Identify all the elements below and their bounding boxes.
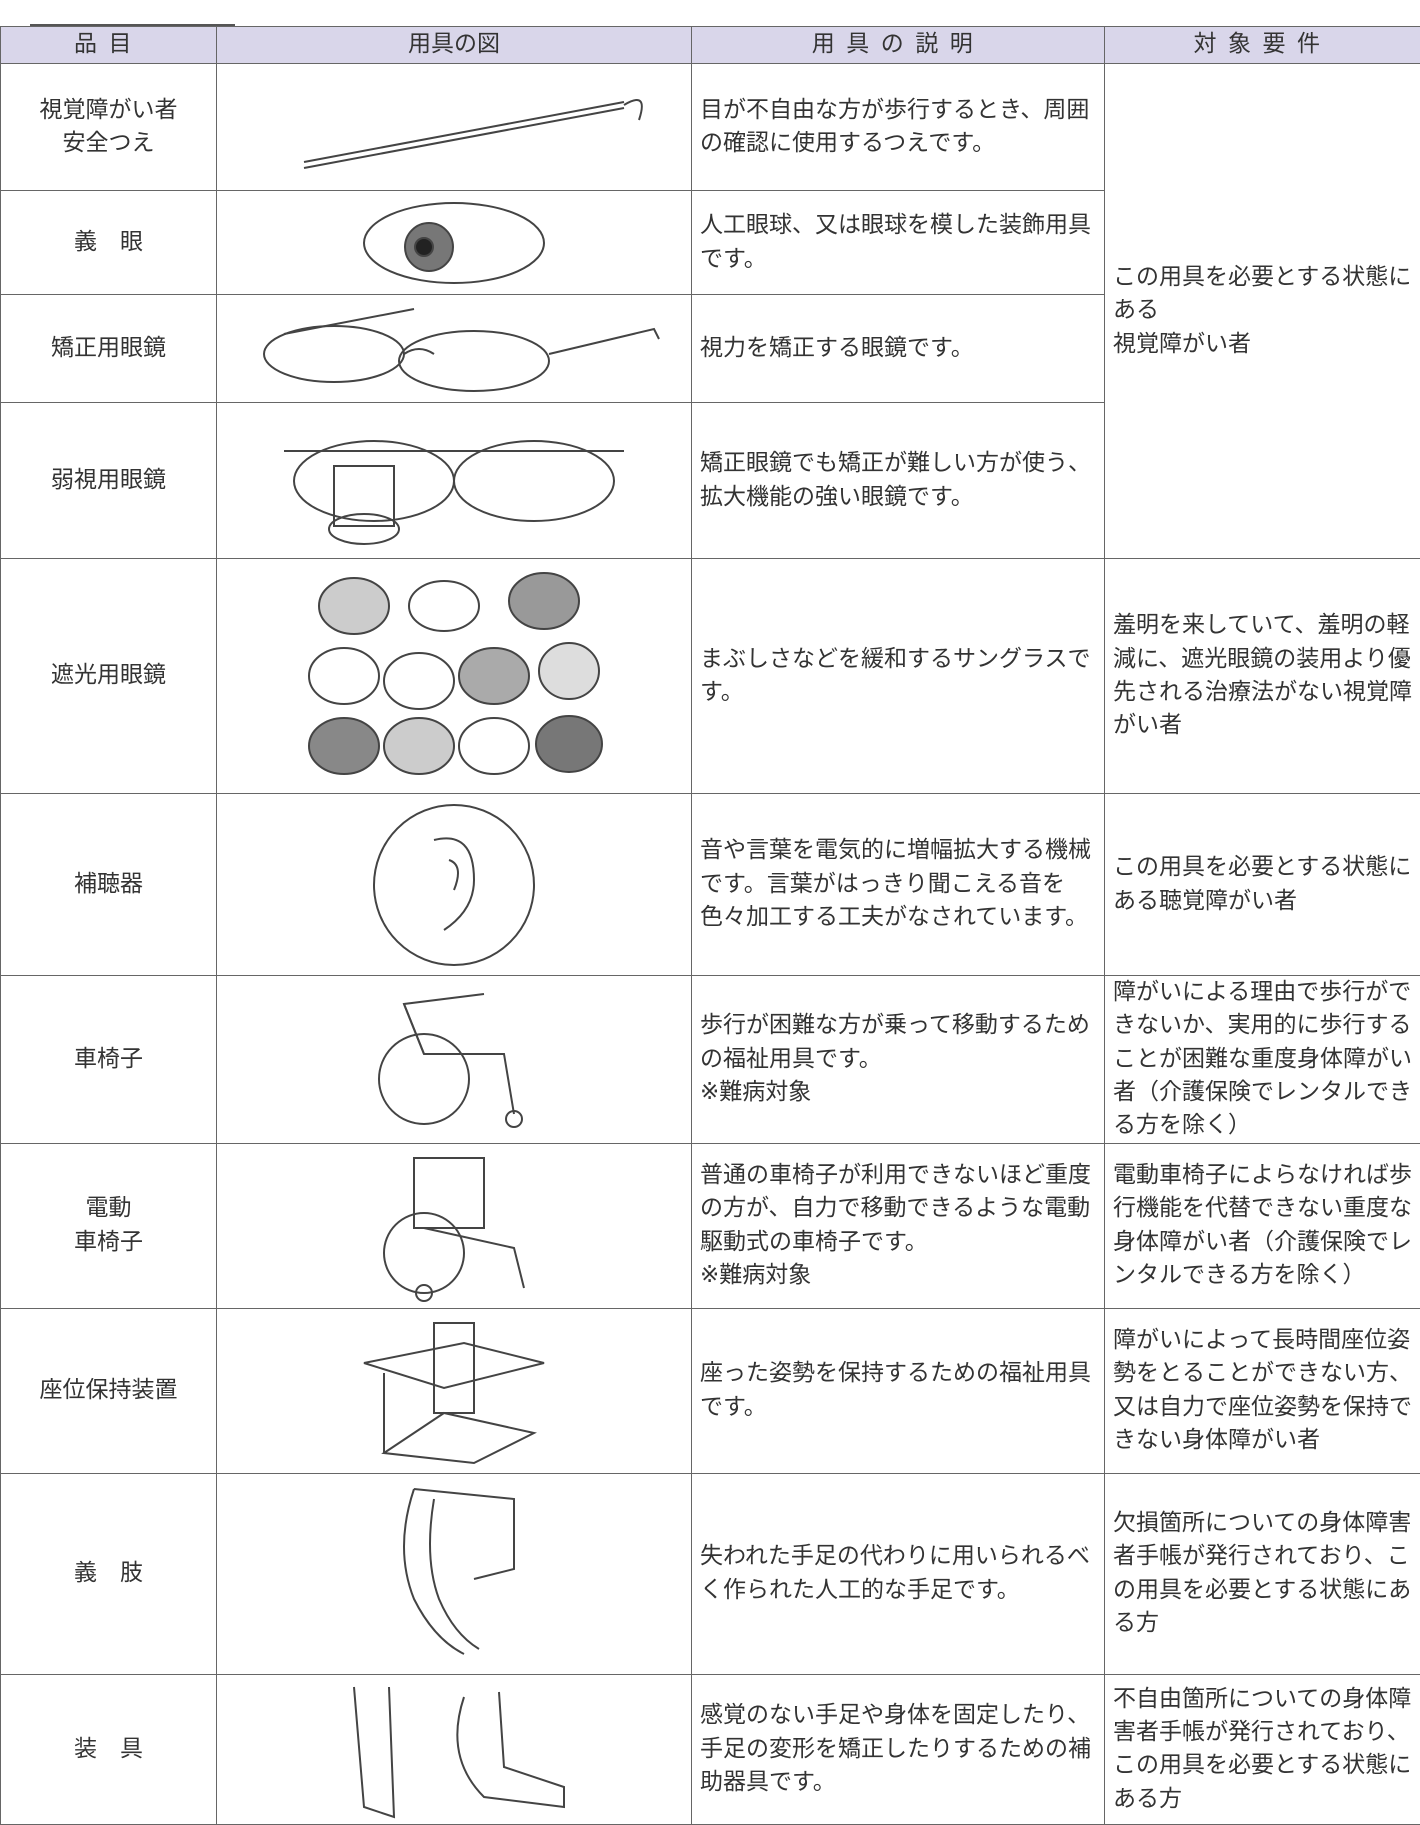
description: 目が不自由な方が歩行するとき、周囲の確認に使用するつえです。 [692,64,1105,191]
item: 座位保持装置 [1,1308,217,1473]
requirement: 欠損箇所についての身体障害者手帳が発行されており、この用具を必要とする状態にある… [1105,1473,1420,1674]
eye-drawing [354,195,554,291]
description: 歩行が困難な方が乗って移動するための福祉用具です。 ※難病対象 [692,976,1105,1144]
requirement: 不自由箇所についての身体障害者手帳が発行されており、この用具を必要とする状態にあ… [1105,1674,1420,1824]
prosthesis-drawing [374,1479,534,1669]
wheelchair-drawing [364,984,544,1134]
item: 電動 車椅子 [1,1143,217,1308]
description: 人工眼球、又は眼球を模した装飾用具です。 [692,191,1105,295]
item: 装 具 [1,1674,217,1824]
low-vision-glasses-drawing [264,411,644,551]
description: 視力を矯正する眼鏡です。 [692,295,1105,403]
illustration [217,976,692,1144]
item: 矯正用眼鏡 [1,295,217,403]
row: 装 具 感覚のない手足や身体を固定したり、手足の変形を矯正したりするための補助器… [1,1674,1420,1824]
row: 遮光用眼鏡 まぶしさなどを緩和するサングラスです。 羞明を来していて、羞明の軽減… [1,559,1420,794]
requirement: 電動車椅子によらなければ歩行機能を代替できない重度な身体障がい者（介護保険でレン… [1105,1143,1420,1308]
header-cell: 品目 [1,27,217,64]
glasses-drawing [234,299,674,399]
header-cell: 対象要件 [1105,27,1420,64]
description: 音や言葉を電気的に増幅拡大する機械です。言葉がはっきり聞こえる音を色々加工する工… [692,794,1105,976]
description: 矯正眼鏡でも矯正が難しい方が使う、拡大機能の強い眼鏡です。 [692,403,1105,559]
row: 視覚障がい者 安全つえ 目が不自由な方が歩行するとき、周囲の確認に使用するつえで… [1,64,1420,191]
illustration [217,559,692,794]
header-tab [30,0,235,26]
illustration [217,1473,692,1674]
requirement: この用具を必要とする状態にある 視覚障がい者 [1105,64,1420,559]
item: 遮光用眼鏡 [1,559,217,794]
header-cell: 用具の図 [217,27,692,64]
illustration [217,191,692,295]
illustration [217,403,692,559]
item: 義 肢 [1,1473,217,1674]
description: まぶしさなどを緩和するサングラスです。 [692,559,1105,794]
orthosis-drawing [324,1677,584,1822]
requirement: 障がいによる理由で歩行ができないか、実用的に歩行することが困難な重度身体障がい者… [1105,976,1420,1144]
requirement: 障がいによって長時間座位姿勢をとることができない方、又は自力で座位姿勢を保持でき… [1105,1308,1420,1473]
illustration [217,64,692,191]
description: 失われた手足の代わりに用いられるべく作られた人工的な手足です。 [692,1473,1105,1674]
description: 普通の車椅子が利用できないほど重度の方が、自力で移動できるような電動駆動式の車椅… [692,1143,1105,1308]
requirement: 羞明を来していて、羞明の軽減に、遮光眼鏡の装用より優先される治療法がない視覚障が… [1105,559,1420,794]
seating-device-drawing [344,1313,564,1468]
illustration [217,1308,692,1473]
item: 補聴器 [1,794,217,976]
item: 視覚障がい者 安全つえ [1,64,217,191]
row: 補聴器 音や言葉を電気的に増幅拡大する機械です。言葉がはっきり聞こえる音を色々加… [1,794,1420,976]
header-row: 品目 用具の図 用具の説明 対象要件 [1,27,1420,64]
row: 車椅子 歩行が困難な方が乗って移動するための福祉用具です。 ※難病対象 障がいに… [1,976,1420,1144]
row: 電動 車椅子 普通の車椅子が利用できないほど重度の方が、自力で移動できるような電… [1,1143,1420,1308]
requirement: この用具を必要とする状態にある聴覚障がい者 [1105,794,1420,976]
electric-wheelchair-drawing [364,1148,544,1303]
equipment-table: 品目 用具の図 用具の説明 対象要件 視覚障がい者 安全つえ 目が不自由な方が歩… [0,26,1420,1825]
illustration [217,1674,692,1824]
description: 座った姿勢を保持するための福祉用具です。 [692,1308,1105,1473]
illustration [217,1143,692,1308]
illustration [217,794,692,976]
hearing-aid-drawing [364,800,544,970]
illustration [217,295,692,403]
row: 座位保持装置 座った姿勢を保持するための福祉用具です。 障がいによって長時間座位… [1,1308,1420,1473]
cane-drawing [244,72,664,182]
item: 義 眼 [1,191,217,295]
tinted-lenses-drawing [304,566,604,786]
header-cell: 用具の説明 [692,27,1105,64]
description: 感覚のない手足や身体を固定したり、手足の変形を矯正したりするための補助器具です。 [692,1674,1105,1824]
item: 弱視用眼鏡 [1,403,217,559]
row: 義 肢 失われた手足の代わりに用いられるべく作られた人工的な手足です。 欠損箇所… [1,1473,1420,1674]
item: 車椅子 [1,976,217,1144]
